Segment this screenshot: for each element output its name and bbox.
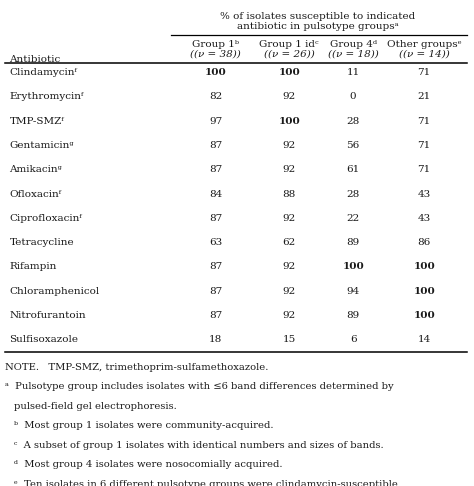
Text: 71: 71 (418, 141, 431, 150)
Text: Antibiotic: Antibiotic (9, 55, 61, 64)
Text: 82: 82 (209, 92, 222, 102)
Text: 89: 89 (346, 238, 360, 247)
Text: 0: 0 (350, 92, 356, 102)
Text: Amikacinᵍ: Amikacinᵍ (9, 165, 63, 174)
Text: 100: 100 (413, 287, 435, 296)
Text: Group 1 idᶜ: Group 1 idᶜ (259, 40, 319, 49)
Text: ᵇ  Most group 1 isolates were community-acquired.: ᵇ Most group 1 isolates were community-a… (14, 421, 273, 431)
Text: 15: 15 (283, 335, 296, 345)
Text: 100: 100 (413, 311, 435, 320)
Text: 56: 56 (346, 141, 360, 150)
Text: 92: 92 (283, 214, 296, 223)
Text: 100: 100 (342, 262, 364, 272)
Text: 84: 84 (209, 190, 222, 199)
Text: 14: 14 (418, 335, 431, 345)
Text: 86: 86 (418, 238, 431, 247)
Text: 92: 92 (283, 262, 296, 272)
Text: 71: 71 (418, 165, 431, 174)
Text: 22: 22 (346, 214, 360, 223)
Text: 21: 21 (418, 92, 431, 102)
Text: Nitrofurantoin: Nitrofurantoin (9, 311, 86, 320)
Text: 88: 88 (283, 190, 296, 199)
Text: Tetracycline: Tetracycline (9, 238, 74, 247)
Text: Sulfisoxazole: Sulfisoxazole (9, 335, 79, 345)
Text: 62: 62 (283, 238, 296, 247)
Text: NOTE.   TMP-SMZ, trimethoprim-sulfamethoxazole.: NOTE. TMP-SMZ, trimethoprim-sulfamethoxa… (5, 363, 268, 372)
Text: 28: 28 (346, 117, 360, 126)
Text: ᵃ  Pulsotype group includes isolates with ≤6 band differences determined by: ᵃ Pulsotype group includes isolates with… (5, 382, 393, 392)
Text: 61: 61 (346, 165, 360, 174)
Text: 87: 87 (209, 287, 222, 296)
Text: 92: 92 (283, 287, 296, 296)
Text: 100: 100 (205, 68, 227, 77)
Text: Gentamicinᵍ: Gentamicinᵍ (9, 141, 74, 150)
Text: ((ν = 14)): ((ν = 14)) (399, 49, 450, 58)
Text: 94: 94 (346, 287, 360, 296)
Text: 11: 11 (346, 68, 360, 77)
Text: 92: 92 (283, 141, 296, 150)
Text: 100: 100 (278, 68, 300, 77)
Text: 71: 71 (418, 68, 431, 77)
Text: ᵉ  Ten isolates in 6 different pulsotype groups were clindamycin-susceptible,: ᵉ Ten isolates in 6 different pulsotype … (14, 480, 401, 486)
Text: 92: 92 (283, 165, 296, 174)
Text: 97: 97 (209, 117, 222, 126)
Text: 43: 43 (418, 190, 431, 199)
Text: Chloramphenicol: Chloramphenicol (9, 287, 100, 296)
Text: 28: 28 (346, 190, 360, 199)
Text: 71: 71 (418, 117, 431, 126)
Text: % of isolates susceptible to indicated: % of isolates susceptible to indicated (220, 12, 415, 21)
Text: Group 1ᵇ: Group 1ᵇ (192, 40, 239, 49)
Text: 87: 87 (209, 311, 222, 320)
Text: 100: 100 (278, 117, 300, 126)
Text: 18: 18 (209, 335, 222, 345)
Text: 87: 87 (209, 165, 222, 174)
Text: ᶜ  A subset of group 1 isolates with identical numbers and sizes of bands.: ᶜ A subset of group 1 isolates with iden… (14, 441, 384, 450)
Text: 89: 89 (346, 311, 360, 320)
Text: 92: 92 (283, 311, 296, 320)
Text: antibiotic in pulsotype groupsᵃ: antibiotic in pulsotype groupsᵃ (237, 22, 399, 31)
Text: pulsed-field gel electrophoresis.: pulsed-field gel electrophoresis. (14, 402, 177, 411)
Text: Other groupsᵉ: Other groupsᵉ (387, 40, 462, 49)
Text: ᵈ  Most group 4 isolates were nosocomially acquired.: ᵈ Most group 4 isolates were nosocomiall… (14, 460, 283, 469)
Text: 87: 87 (209, 214, 222, 223)
Text: 87: 87 (209, 141, 222, 150)
Text: 63: 63 (209, 238, 222, 247)
Text: 87: 87 (209, 262, 222, 272)
Text: Ofloxacinᶠ: Ofloxacinᶠ (9, 190, 62, 199)
Text: ((ν = 38)): ((ν = 38)) (190, 49, 241, 58)
Text: Group 4ᵈ: Group 4ᵈ (329, 40, 377, 49)
Text: 6: 6 (350, 335, 356, 345)
Text: 43: 43 (418, 214, 431, 223)
Text: Erythromycinᶠ: Erythromycinᶠ (9, 92, 84, 102)
Text: Ciprofloxacinᶠ: Ciprofloxacinᶠ (9, 214, 82, 223)
Text: Clindamycinᶠ: Clindamycinᶠ (9, 68, 77, 77)
Text: 100: 100 (413, 262, 435, 272)
Text: ((ν = 26)): ((ν = 26)) (264, 49, 315, 58)
Text: Rifampin: Rifampin (9, 262, 57, 272)
Text: TMP-SMZᶠ: TMP-SMZᶠ (9, 117, 64, 126)
Text: 92: 92 (283, 92, 296, 102)
Text: ((ν = 18)): ((ν = 18)) (328, 49, 379, 58)
